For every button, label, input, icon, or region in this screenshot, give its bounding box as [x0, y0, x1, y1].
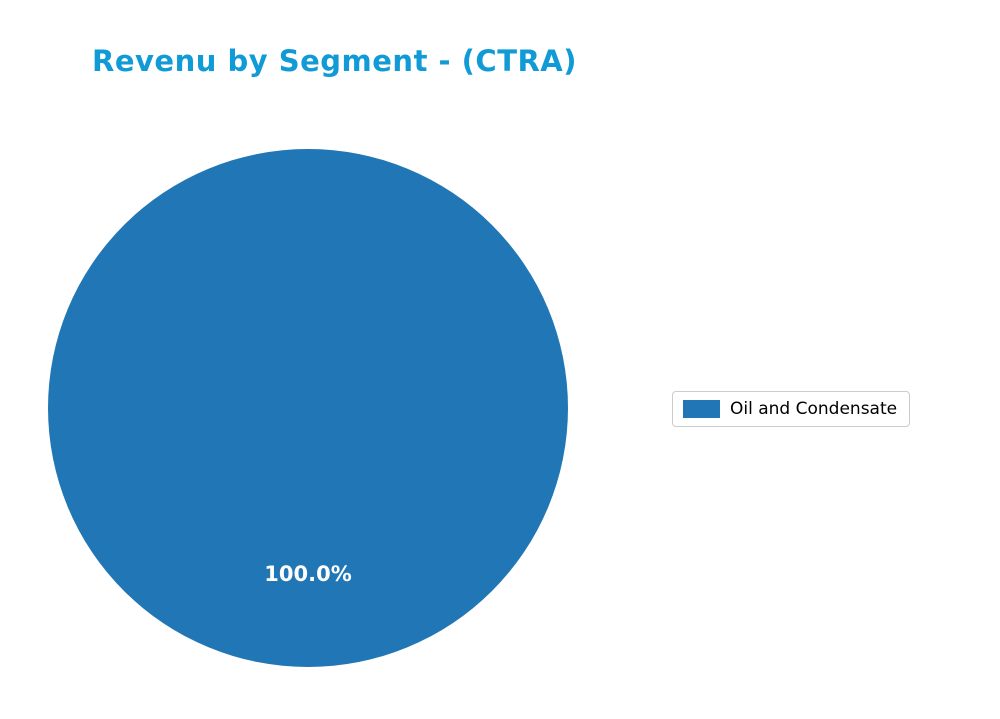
legend-swatch-oil-and-condensate — [683, 400, 720, 418]
pie-chart: 100.0% — [48, 149, 568, 667]
pie-percentage-label: 100.0% — [264, 562, 352, 586]
pie-slice-oil-and-condensate — [48, 149, 568, 667]
chart-legend: Oil and Condensate — [672, 391, 911, 427]
chart-title: Revenu by Segment - (CTRA) — [92, 44, 578, 78]
legend-label-oil-and-condensate: Oil and Condensate — [730, 399, 898, 419]
